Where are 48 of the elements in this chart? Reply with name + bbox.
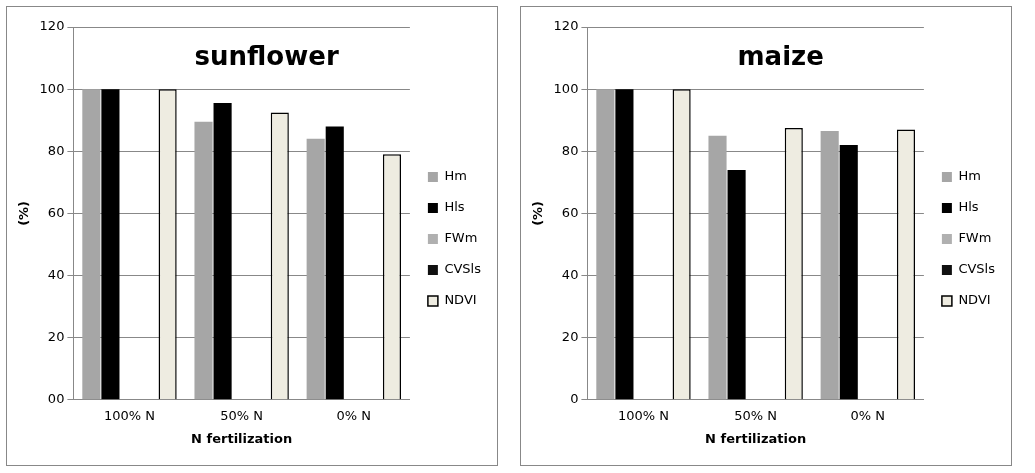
bar bbox=[194, 121, 213, 400]
x-tick-label: 50% N bbox=[220, 407, 264, 423]
x-axis-title: N fertilization bbox=[191, 430, 293, 446]
y-axis-title: (%) bbox=[530, 200, 546, 226]
legend-label: Hm bbox=[958, 168, 981, 184]
x-tick-label: 50% N bbox=[734, 407, 778, 423]
legend-label: CVSls bbox=[958, 261, 996, 277]
bar bbox=[708, 135, 727, 400]
y-tick-label: 120 bbox=[553, 18, 579, 34]
text: maize bbox=[737, 40, 824, 71]
x-tick-label: 0% N bbox=[850, 407, 886, 423]
legend-label: Hls bbox=[958, 199, 979, 215]
y-tick-label: 20 bbox=[561, 329, 579, 345]
x-tick-label: 0% N bbox=[336, 407, 372, 423]
y-tick-label: 80 bbox=[47, 142, 65, 158]
x-tick-label: 100% N bbox=[103, 407, 156, 423]
legend-label: FWm bbox=[958, 230, 992, 246]
text: sunflower bbox=[194, 40, 339, 71]
legend-label: CVSls bbox=[444, 261, 482, 277]
y-tick-label: 40 bbox=[47, 266, 65, 282]
legend-label: FWm bbox=[444, 230, 478, 246]
y-tick-label: 20 bbox=[47, 329, 65, 345]
bar bbox=[82, 89, 101, 400]
y-tick-label: 100 bbox=[553, 80, 579, 96]
bar bbox=[596, 89, 615, 400]
x-tick-label: 100% N bbox=[617, 407, 670, 423]
legend-label: Hls bbox=[444, 199, 465, 215]
bar bbox=[839, 145, 858, 400]
bar bbox=[820, 131, 839, 400]
legend-label: NDVI bbox=[958, 292, 991, 308]
y-tick-label: 80 bbox=[561, 142, 579, 158]
legend-label: Hm bbox=[444, 168, 467, 184]
y-tick-label: 60 bbox=[561, 204, 579, 220]
bar bbox=[615, 89, 634, 400]
bar bbox=[213, 103, 232, 400]
bar bbox=[306, 138, 325, 400]
y-tick-label: 120 bbox=[39, 18, 65, 34]
y-tick-label: 00 bbox=[47, 391, 65, 407]
x-axis-title: N fertilization bbox=[705, 430, 807, 446]
bar bbox=[325, 126, 344, 400]
y-tick-label: 40 bbox=[561, 266, 579, 282]
y-tick-label: 100 bbox=[39, 80, 65, 96]
legend-label: NDVI bbox=[444, 292, 477, 308]
y-axis-title: (%) bbox=[16, 200, 32, 226]
bar bbox=[727, 169, 746, 400]
y-tick-label: 0 bbox=[570, 391, 579, 407]
y-tick-label: 60 bbox=[47, 204, 65, 220]
bar bbox=[101, 89, 120, 400]
